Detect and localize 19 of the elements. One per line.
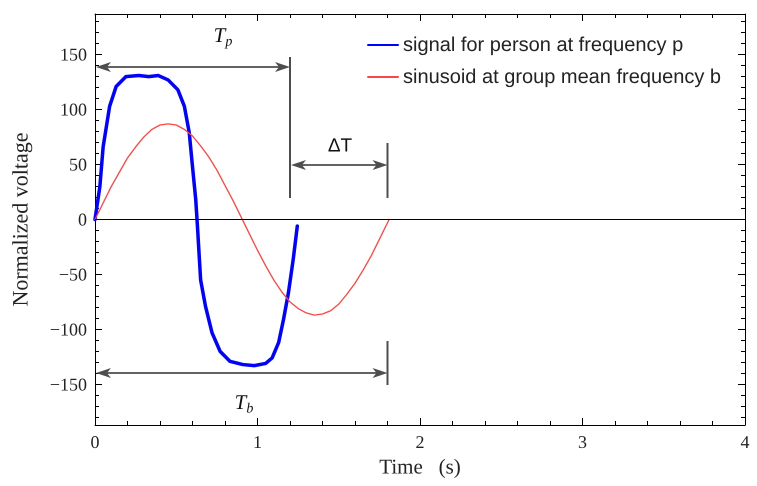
x-tick-label: 2	[416, 432, 424, 452]
y-tick-label: −150	[50, 374, 87, 394]
x-tick-label: 0	[90, 432, 100, 452]
line-series	[94, 123, 390, 316]
y-tick-label: 50	[69, 154, 87, 175]
y-tick-label: 150	[60, 44, 87, 65]
x-axis-title: Time (s)	[379, 454, 461, 478]
y-axis-title: Normalized voltage	[8, 132, 32, 307]
x-tick-label: 3	[578, 432, 587, 452]
y-tick-label: −50	[58, 264, 87, 284]
annotation: ΔT	[328, 136, 353, 156]
x-tick-label: 1	[253, 432, 262, 452]
legend-label: signal for person at frequency p	[403, 34, 684, 56]
y-tick-label: 100	[60, 100, 87, 120]
y-tick-label: 0	[78, 210, 87, 230]
legend-label: sinusoid at group mean frequency b	[403, 66, 722, 88]
x-tick-label: 4	[740, 432, 750, 452]
line-series	[93, 74, 300, 368]
y-tick-label: −100	[50, 319, 87, 340]
